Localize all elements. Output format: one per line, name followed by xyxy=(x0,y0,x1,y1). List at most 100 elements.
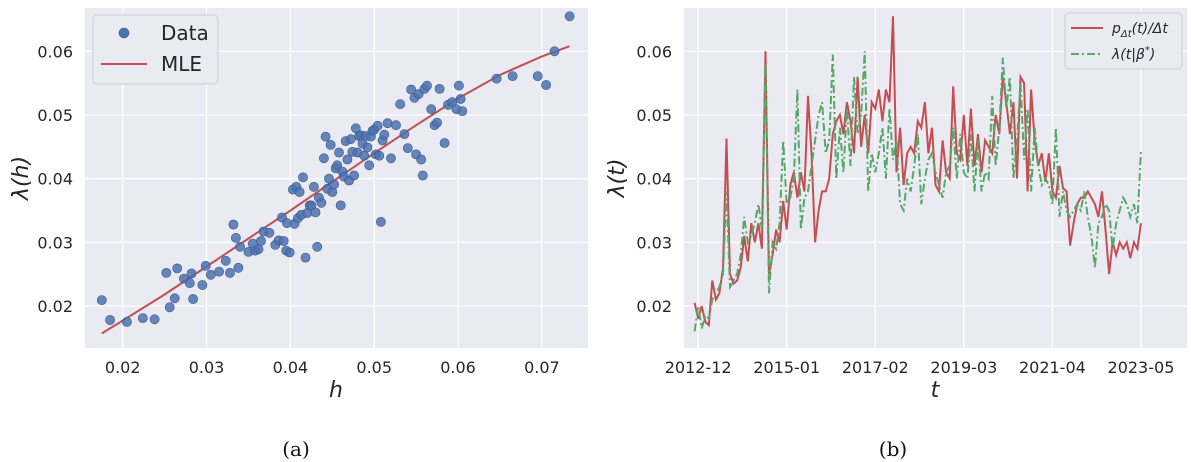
x-tick-label: 2015-01 xyxy=(753,358,820,377)
data-point xyxy=(379,129,390,140)
data-point xyxy=(406,84,416,95)
y-tick-label: 0.06 xyxy=(636,42,672,61)
data-point xyxy=(230,232,241,243)
y-tick-labels-b: 0.02 0.03 0.04 0.05 0.06 xyxy=(636,42,672,316)
x-tick-labels-b: 2012-12 2015-01 2017-02 2019-03 2021-04 2023-… xyxy=(665,358,1175,377)
x-tick-label: 0.03 xyxy=(189,358,225,377)
x-tick-label: 2023-05 xyxy=(1108,358,1175,377)
data-point xyxy=(349,170,359,181)
data-point xyxy=(105,315,115,325)
series-line-empirical xyxy=(693,16,1142,328)
data-point xyxy=(235,241,245,252)
data-point xyxy=(507,71,518,81)
data-point xyxy=(541,80,551,90)
data-point xyxy=(491,73,502,84)
x-tick-label: 2012-12 xyxy=(665,358,732,377)
data-point xyxy=(318,153,329,164)
data-point xyxy=(284,247,295,258)
panel-label-b: (b) xyxy=(879,437,907,461)
data-point xyxy=(362,142,373,153)
x-tick-label: 2021-04 xyxy=(1019,358,1086,377)
data-point xyxy=(312,241,323,252)
data-point xyxy=(205,269,216,280)
x-tick-label: 0.02 xyxy=(105,358,141,377)
y-tick-label: 0.02 xyxy=(636,297,672,316)
y-tick-label: 0.02 xyxy=(37,297,73,316)
data-point xyxy=(374,150,385,161)
x-tick-label: 2019-03 xyxy=(930,358,997,377)
data-point xyxy=(316,197,327,208)
data-point xyxy=(320,131,331,142)
data-point xyxy=(220,255,231,266)
y-axis-label-b: λ(t) xyxy=(605,159,630,199)
data-point xyxy=(308,181,319,192)
chart-panel-b: 0.02 0.03 0.04 0.05 0.06 2012-12 2015-01 2017-… xyxy=(605,8,1187,461)
data-point xyxy=(188,294,198,304)
data-point xyxy=(186,268,197,279)
data-point xyxy=(298,172,308,183)
data-point xyxy=(278,236,289,246)
panel-label-a: (a) xyxy=(282,437,310,461)
y-tick-labels-a: 0.02 0.03 0.04 0.05 0.06 xyxy=(37,42,73,316)
y-tick-label: 0.05 xyxy=(636,106,672,125)
data-point xyxy=(391,120,401,131)
data-point xyxy=(225,267,235,278)
x-tick-label: 0.06 xyxy=(440,358,476,377)
x-tick-label: 0.04 xyxy=(273,358,309,377)
data-point xyxy=(457,106,468,116)
x-tick-labels-a: 0.02 0.03 0.04 0.05 0.06 0.07 xyxy=(105,358,560,377)
data-point xyxy=(422,80,432,91)
data-point xyxy=(310,207,321,218)
legend-data-marker xyxy=(118,27,130,39)
data-point xyxy=(200,260,211,271)
data-point xyxy=(253,244,264,255)
data-point xyxy=(432,117,442,128)
data-point xyxy=(402,143,413,153)
data-point xyxy=(169,293,180,304)
chart-panel-a: 0.02 0.03 0.04 0.05 0.06 0.02 0.03 0.04 0.05 0.0… xyxy=(9,8,588,461)
data-point xyxy=(364,160,375,171)
x-axis-label-b: t xyxy=(931,378,941,403)
series-line-model xyxy=(693,51,1142,332)
y-tick-label: 0.03 xyxy=(636,233,672,252)
data-point xyxy=(172,263,183,274)
y-tick-label: 0.05 xyxy=(37,106,73,125)
data-point xyxy=(184,278,195,288)
data-point xyxy=(197,280,208,290)
x-axis-label-a: h xyxy=(329,378,343,403)
data-point xyxy=(417,170,428,181)
data-point xyxy=(359,150,370,161)
data-point xyxy=(439,138,450,148)
data-point xyxy=(382,118,393,129)
data-point xyxy=(455,94,466,104)
data-point xyxy=(228,219,239,230)
data-point xyxy=(164,302,175,313)
data-point xyxy=(434,84,445,94)
data-point xyxy=(372,120,383,131)
y-tick-label: 0.03 xyxy=(37,233,73,252)
data-point xyxy=(335,200,346,211)
data-point xyxy=(426,104,437,115)
legend-b: pΔt(t)/Δt λ(t|β*) xyxy=(1064,12,1183,70)
data-point xyxy=(453,80,464,91)
data-point xyxy=(122,316,132,327)
y-tick-label: 0.06 xyxy=(37,42,73,61)
y-tick-label: 0.04 xyxy=(636,170,672,189)
data-point xyxy=(325,139,336,150)
data-point xyxy=(564,11,575,22)
data-point xyxy=(334,147,344,158)
data-point xyxy=(149,314,160,325)
data-point xyxy=(386,153,396,164)
data-point xyxy=(233,262,244,273)
data-point xyxy=(96,295,107,306)
legend-mle-label: MLE xyxy=(161,52,202,76)
data-point xyxy=(375,216,386,227)
x-tick-label: 0.07 xyxy=(524,358,560,377)
data-point xyxy=(161,267,172,278)
data-point xyxy=(300,252,311,263)
data-point xyxy=(532,71,543,81)
y-axis-label-a: λ(h) xyxy=(9,156,34,201)
legend-data-label: Data xyxy=(161,21,209,45)
x-tick-label: 0.05 xyxy=(356,358,392,377)
